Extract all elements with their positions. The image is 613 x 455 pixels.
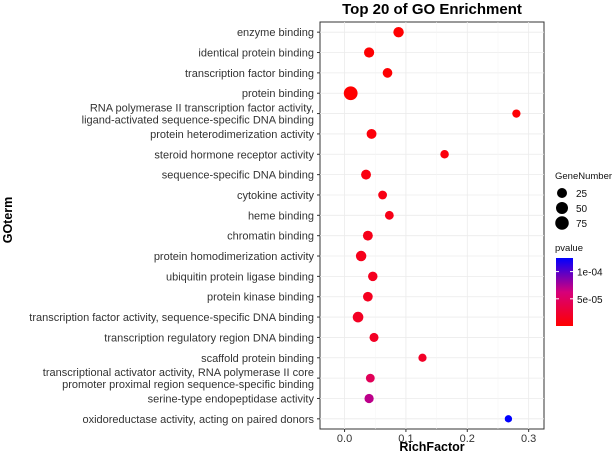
x-axis-title: RichFactor	[399, 440, 464, 454]
data-point	[365, 373, 375, 383]
size-legend-key	[557, 188, 567, 198]
y-tick-label: RNA polymerase II transcription factor a…	[90, 103, 314, 115]
data-point	[384, 210, 394, 220]
data-point	[355, 250, 367, 262]
color-legend: pvalue 5e-05 1e-04	[555, 243, 603, 326]
data-point	[368, 271, 378, 282]
y-tick-label: chromatin binding	[227, 231, 314, 243]
size-legend-key	[555, 216, 569, 230]
x-tick-label: 0.1	[398, 433, 413, 445]
x-tick-label: 0.2	[460, 433, 475, 445]
data-point	[352, 311, 364, 323]
x-tick-label: 0.3	[521, 433, 536, 445]
data-point	[382, 68, 393, 78]
y-tick-label: transcription regulatory region DNA bind…	[104, 332, 314, 344]
size-legend-label: 75	[576, 219, 588, 230]
chart-title: Top 20 of GO Enrichment	[342, 1, 522, 18]
y-tick-label: protein kinase binding	[207, 292, 314, 304]
size-legend-title: GeneNumber	[555, 171, 612, 182]
data-point	[504, 415, 513, 423]
y-tick-label: sequence-specific DNA binding	[162, 170, 314, 182]
y-tick-label: heme binding	[248, 210, 314, 222]
size-legend-label: 50	[576, 204, 588, 215]
color-legend-label: 1e-04	[577, 268, 603, 279]
data-point	[361, 169, 371, 180]
data-point	[393, 26, 404, 38]
y-tick-label: protein homodimerization activity	[154, 251, 315, 263]
color-legend-label: 5e-05	[577, 295, 603, 306]
y-tick-label: scaffold protein binding	[201, 353, 314, 365]
y-tick-label: protein binding	[242, 88, 314, 100]
data-point	[369, 332, 379, 342]
y-tick-label: protein heterodimerization activity	[150, 129, 314, 141]
data-point	[512, 109, 521, 118]
plot-panel	[319, 21, 545, 430]
data-point	[418, 353, 427, 362]
size-legend-label: 25	[576, 189, 588, 200]
y-tick-label: promoter proximal region sequence-specif…	[62, 379, 314, 391]
y-tick-label: steroid hormone receptor activity	[154, 149, 314, 161]
data-point	[378, 190, 387, 200]
x-tick-label: 0.0	[337, 433, 352, 445]
data-point	[366, 128, 377, 139]
x-tick-labels: 0.0 0.1 0.2 0.3	[337, 429, 536, 445]
y-tick-label: transcription factor binding	[185, 68, 314, 80]
data-point	[363, 291, 373, 302]
y-tick-labels: enzyme binding identical protein binding t…	[29, 27, 320, 426]
y-tick-label: transcription factor activity, sequence-…	[29, 312, 314, 324]
color-bar	[556, 258, 573, 326]
y-axis-title: GOterm	[1, 197, 15, 244]
size-legend: GeneNumber 25 50 75	[555, 171, 612, 230]
data-point	[364, 393, 374, 404]
data-point	[343, 86, 358, 101]
y-tick-label: serine-type endopeptidase activity	[148, 393, 315, 405]
data-point	[362, 230, 373, 241]
color-legend-title: pvalue	[555, 243, 583, 254]
data-point	[440, 150, 449, 159]
data-points	[343, 26, 521, 423]
y-tick-label: enzyme binding	[237, 27, 314, 39]
data-point	[364, 47, 375, 58]
y-tick-label: oxidoreductase activity, acting on paire…	[82, 414, 314, 426]
y-tick-label: identical protein binding	[198, 48, 314, 60]
y-tick-label: ubiquitin protein ligase binding	[166, 271, 314, 283]
size-legend-key	[556, 202, 568, 214]
y-tick-label: transcriptional activator activity, RNA …	[43, 367, 314, 379]
y-tick-label: cytokine activity	[237, 190, 315, 202]
y-tick-label: ligand-activated sequence-specific DNA b…	[82, 115, 314, 127]
